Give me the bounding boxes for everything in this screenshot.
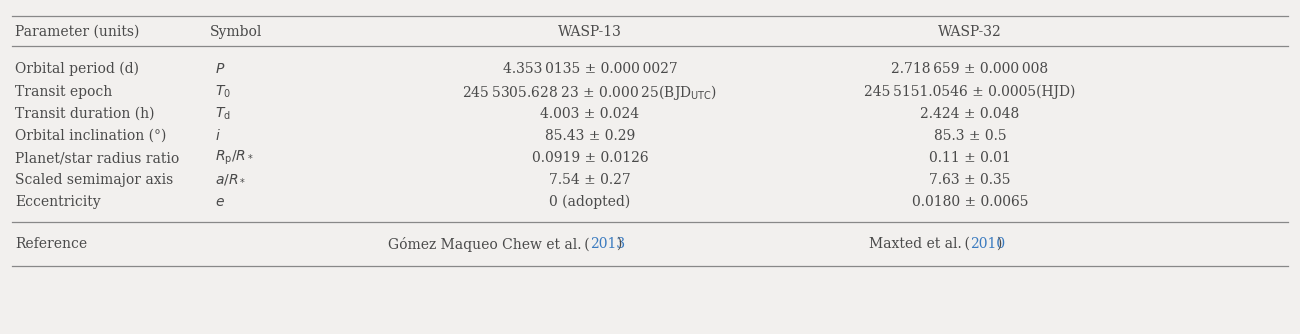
Text: Transit duration (h): Transit duration (h) xyxy=(16,107,155,121)
Text: 0.0919 ± 0.0126: 0.0919 ± 0.0126 xyxy=(532,151,649,165)
Text: WASP-13: WASP-13 xyxy=(558,25,621,39)
Text: 0 (adopted): 0 (adopted) xyxy=(550,195,630,209)
Text: Planet/star radius ratio: Planet/star radius ratio xyxy=(16,151,179,165)
Text: Scaled semimajor axis: Scaled semimajor axis xyxy=(16,173,173,187)
Text: $T_0$: $T_0$ xyxy=(214,84,231,100)
Text: Symbol: Symbol xyxy=(211,25,263,39)
Text: WASP-32: WASP-32 xyxy=(939,25,1002,39)
Text: ): ) xyxy=(996,237,1001,251)
Text: 245 5151.0546 ± 0.0005(HJD): 245 5151.0546 ± 0.0005(HJD) xyxy=(864,85,1075,99)
Text: ): ) xyxy=(616,237,621,251)
Text: $P$: $P$ xyxy=(214,62,225,76)
Text: 2013: 2013 xyxy=(590,237,625,251)
Text: Orbital period (d): Orbital period (d) xyxy=(16,62,139,76)
Text: 4.353 0135 ± 0.000 0027: 4.353 0135 ± 0.000 0027 xyxy=(503,62,677,76)
Text: 4.003 ± 0.024: 4.003 ± 0.024 xyxy=(541,107,640,121)
Text: Reference: Reference xyxy=(16,237,87,251)
Text: $i$: $i$ xyxy=(214,129,221,144)
Text: Gómez Maqueo Chew et al. (: Gómez Maqueo Chew et al. ( xyxy=(389,236,590,252)
Text: 7.63 ± 0.35: 7.63 ± 0.35 xyxy=(930,173,1011,187)
Text: Eccentricity: Eccentricity xyxy=(16,195,100,209)
Text: 85.43 ± 0.29: 85.43 ± 0.29 xyxy=(545,129,636,143)
Text: 2.718 659 ± 0.000 008: 2.718 659 ± 0.000 008 xyxy=(892,62,1049,76)
Text: $a/R_*$: $a/R_*$ xyxy=(214,173,246,187)
Text: 0.11 ± 0.01: 0.11 ± 0.01 xyxy=(930,151,1011,165)
Text: $R_{\rm p}/R_*$: $R_{\rm p}/R_*$ xyxy=(214,149,254,167)
Text: 2010: 2010 xyxy=(970,237,1005,251)
Text: 2.424 ± 0.048: 2.424 ± 0.048 xyxy=(920,107,1019,121)
Text: Transit epoch: Transit epoch xyxy=(16,85,112,99)
Text: 85.3 ± 0.5: 85.3 ± 0.5 xyxy=(933,129,1006,143)
Text: Maxted et al. (: Maxted et al. ( xyxy=(870,237,970,251)
Text: 7.54 ± 0.27: 7.54 ± 0.27 xyxy=(549,173,630,187)
Text: $e$: $e$ xyxy=(214,195,225,209)
Text: 0.0180 ± 0.0065: 0.0180 ± 0.0065 xyxy=(911,195,1028,209)
Text: Orbital inclination (°): Orbital inclination (°) xyxy=(16,129,166,143)
Text: Parameter (units): Parameter (units) xyxy=(16,25,139,39)
Text: $T_{\rm d}$: $T_{\rm d}$ xyxy=(214,106,231,122)
Text: 245 5305.628 23 ± 0.000 25(BJD$_{\rm UTC}$): 245 5305.628 23 ± 0.000 25(BJD$_{\rm UTC… xyxy=(463,82,718,102)
